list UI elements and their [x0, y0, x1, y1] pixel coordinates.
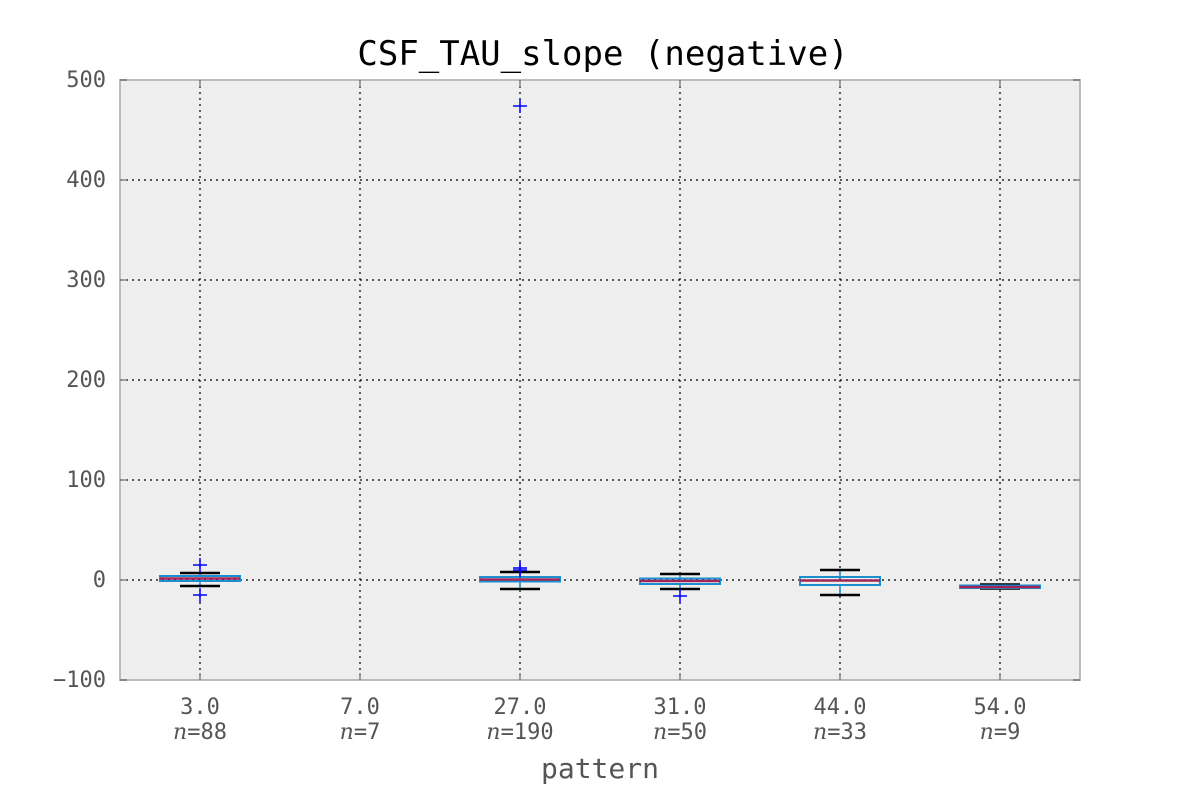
x-count-label: n=190 [486, 720, 553, 745]
x-tick-label: 7.0 [340, 695, 380, 720]
x-tick-label: 54.0 [974, 695, 1027, 720]
y-tick-label: 0 [93, 568, 106, 593]
x-axis-ticks: 3.0n=88 7.0n=7 27.0n=190 31.0n=50 44.0n=33 54… [173, 80, 1026, 745]
box-54.0 [959, 583, 1041, 590]
y-tick-label: 500 [66, 68, 106, 93]
x-count-label: n=9 [980, 720, 1021, 745]
x-tick-label: 27.0 [494, 695, 547, 720]
y-tick-label: 300 [66, 268, 106, 293]
box-3.0 [159, 558, 241, 602]
x-count-label: n=50 [653, 720, 707, 745]
boxes [159, 99, 1041, 603]
x-count-label: n=88 [173, 720, 227, 745]
outlier-marker [193, 558, 207, 572]
box-31.0 [639, 572, 721, 603]
box-44.0 [799, 568, 881, 597]
outlier-marker [513, 563, 527, 577]
box-27.0 [479, 99, 561, 591]
x-count-label: n=7 [340, 720, 381, 745]
outlier-marker [193, 588, 207, 602]
y-tick-label: 100 [66, 468, 106, 493]
x-tick-label: 3.0 [180, 695, 220, 720]
x-tick-label: 44.0 [814, 695, 867, 720]
y-axis-ticks: −100 0 100 200 300 400 500 [53, 68, 1080, 693]
y-tick-label: 200 [66, 368, 106, 393]
y-tick-label: −100 [53, 668, 106, 693]
x-count-label: n=33 [813, 720, 867, 745]
x-tick-label: 31.0 [654, 695, 707, 720]
chart-title: CSF_TAU_slope (negative) [357, 34, 848, 74]
x-axis-label: pattern [541, 752, 659, 785]
y-tick-label: 400 [66, 168, 106, 193]
outlier-marker [673, 589, 687, 603]
outlier-marker [513, 99, 527, 113]
